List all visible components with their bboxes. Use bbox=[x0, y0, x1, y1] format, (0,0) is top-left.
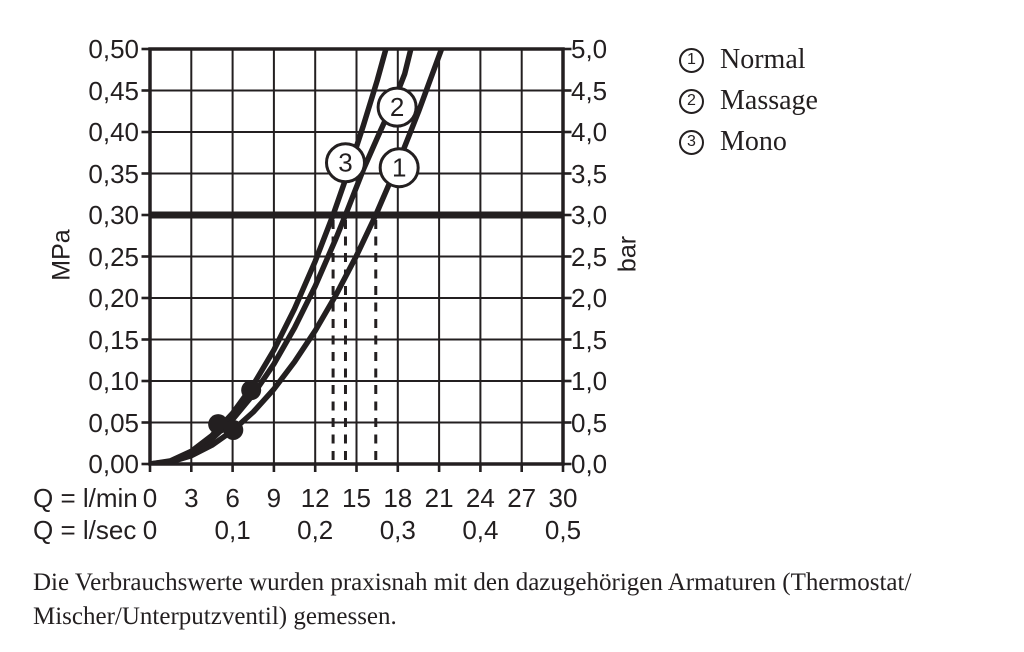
flow-pressure-chart: 1 2 3 bbox=[141, 47, 572, 472]
y-tick-label: 0,25 bbox=[88, 241, 139, 272]
y-tick-label: 3,0 bbox=[571, 200, 608, 230]
svg-text:3: 3 bbox=[338, 148, 352, 178]
x-tick-label: 0,4 bbox=[462, 515, 499, 545]
x-tick-label: 0,3 bbox=[379, 515, 416, 545]
y-tick-label: 3,5 bbox=[571, 158, 608, 189]
y-tick-label: 4,0 bbox=[571, 117, 608, 147]
y-tick-label: 5,0 bbox=[571, 34, 608, 64]
y-axis-left-tick-labels: 0,50 0,45 0,40 0,35 0,30 0,25 0,20 0,15 0,10 0,05… bbox=[28, 0, 139, 500]
x-axis-lmin-label: Q = l/min bbox=[33, 483, 138, 513]
y-tick-label: 2,0 bbox=[571, 283, 608, 313]
legend-label: Massage bbox=[720, 85, 818, 116]
legend-item-normal: 1 Normal bbox=[679, 44, 818, 75]
y-tick-label: 0,20 bbox=[88, 283, 139, 313]
y-tick-label: 0,00 bbox=[88, 449, 139, 479]
legend: 1 Normal 2 Massage 3 Mono bbox=[679, 44, 818, 170]
x-tick-label: 27 bbox=[507, 483, 537, 513]
legend-item-mono: 3 Mono bbox=[679, 126, 818, 157]
svg-text:1: 1 bbox=[392, 153, 406, 183]
dashed-drop-lines bbox=[331, 220, 378, 462]
legend-symbol-3: 3 bbox=[679, 129, 704, 155]
caption-text: Die Verbrauchswerte wurden praxisnah mit… bbox=[33, 566, 911, 634]
legend-item-massage: 2 Massage bbox=[679, 85, 818, 116]
y-tick-label: 0,10 bbox=[88, 366, 139, 396]
x-axis-lsec-label: Q = l/sec bbox=[33, 515, 137, 545]
y-tick-label: 0,45 bbox=[88, 75, 139, 106]
legend-symbol-2: 2 bbox=[679, 88, 704, 114]
x-tick-label: 18 bbox=[383, 483, 413, 513]
y-tick-label: 2,5 bbox=[571, 241, 608, 272]
legend-label: Mono bbox=[720, 126, 787, 157]
y-axis-right-tick-labels: 5,0 4,5 4,0 3,5 3,0 2,5 2,0 1,5 1,0 0,5 0,0 bbox=[571, 0, 661, 500]
y-tick-label: 0,30 bbox=[88, 200, 139, 230]
y-tick-label: 0,40 bbox=[88, 117, 139, 147]
curve-massage bbox=[150, 49, 414, 464]
y-tick-label: 0,05 bbox=[88, 407, 139, 438]
x-tick-label: 0,1 bbox=[214, 515, 251, 545]
y-tick-label: 0,0 bbox=[571, 449, 608, 479]
caption-line-1: Die Verbrauchswerte wurden praxisnah mit… bbox=[33, 569, 912, 596]
curve-mono bbox=[150, 49, 389, 464]
y-tick-label: 0,5 bbox=[571, 407, 608, 438]
y-tick-label: 0,50 bbox=[88, 34, 139, 64]
x-tick-label: 3 bbox=[184, 483, 199, 513]
svg-text:2: 2 bbox=[390, 92, 404, 122]
x-tick-label: 0,5 bbox=[544, 515, 582, 545]
x-tick-label: 21 bbox=[424, 483, 454, 513]
x-tick-label: 6 bbox=[225, 483, 240, 513]
y-tick-label: 1,0 bbox=[571, 366, 608, 396]
x-tick-label: 0,2 bbox=[297, 515, 334, 545]
plot-border bbox=[148, 47, 565, 466]
legend-symbol-1: 1 bbox=[679, 47, 704, 73]
y-tick-label: 0,35 bbox=[88, 158, 139, 189]
x-tick-label: 0 bbox=[142, 483, 158, 513]
x-tick-label: 15 bbox=[342, 483, 371, 513]
curve-label-2: 2 bbox=[376, 86, 418, 128]
curve-label-1: 1 bbox=[378, 147, 420, 189]
y-tick-label: 4,5 bbox=[571, 75, 608, 106]
caption-line-2: Mischer/Unterputzventil) gemessen. bbox=[33, 603, 397, 630]
measurement-dots bbox=[208, 380, 262, 440]
curve-label-3: 3 bbox=[324, 142, 366, 184]
legend-label: Normal bbox=[720, 44, 806, 75]
x-tick-label: 0 bbox=[142, 515, 158, 545]
x-tick-label: 30 bbox=[548, 483, 578, 513]
x-tick-label: 24 bbox=[465, 483, 495, 513]
y-tick-label: 1,5 bbox=[571, 324, 608, 355]
x-tick-label: 12 bbox=[300, 483, 330, 513]
y-tick-label: 0,15 bbox=[88, 324, 139, 355]
curve-normal bbox=[150, 49, 445, 464]
x-tick-label: 9 bbox=[266, 483, 282, 513]
